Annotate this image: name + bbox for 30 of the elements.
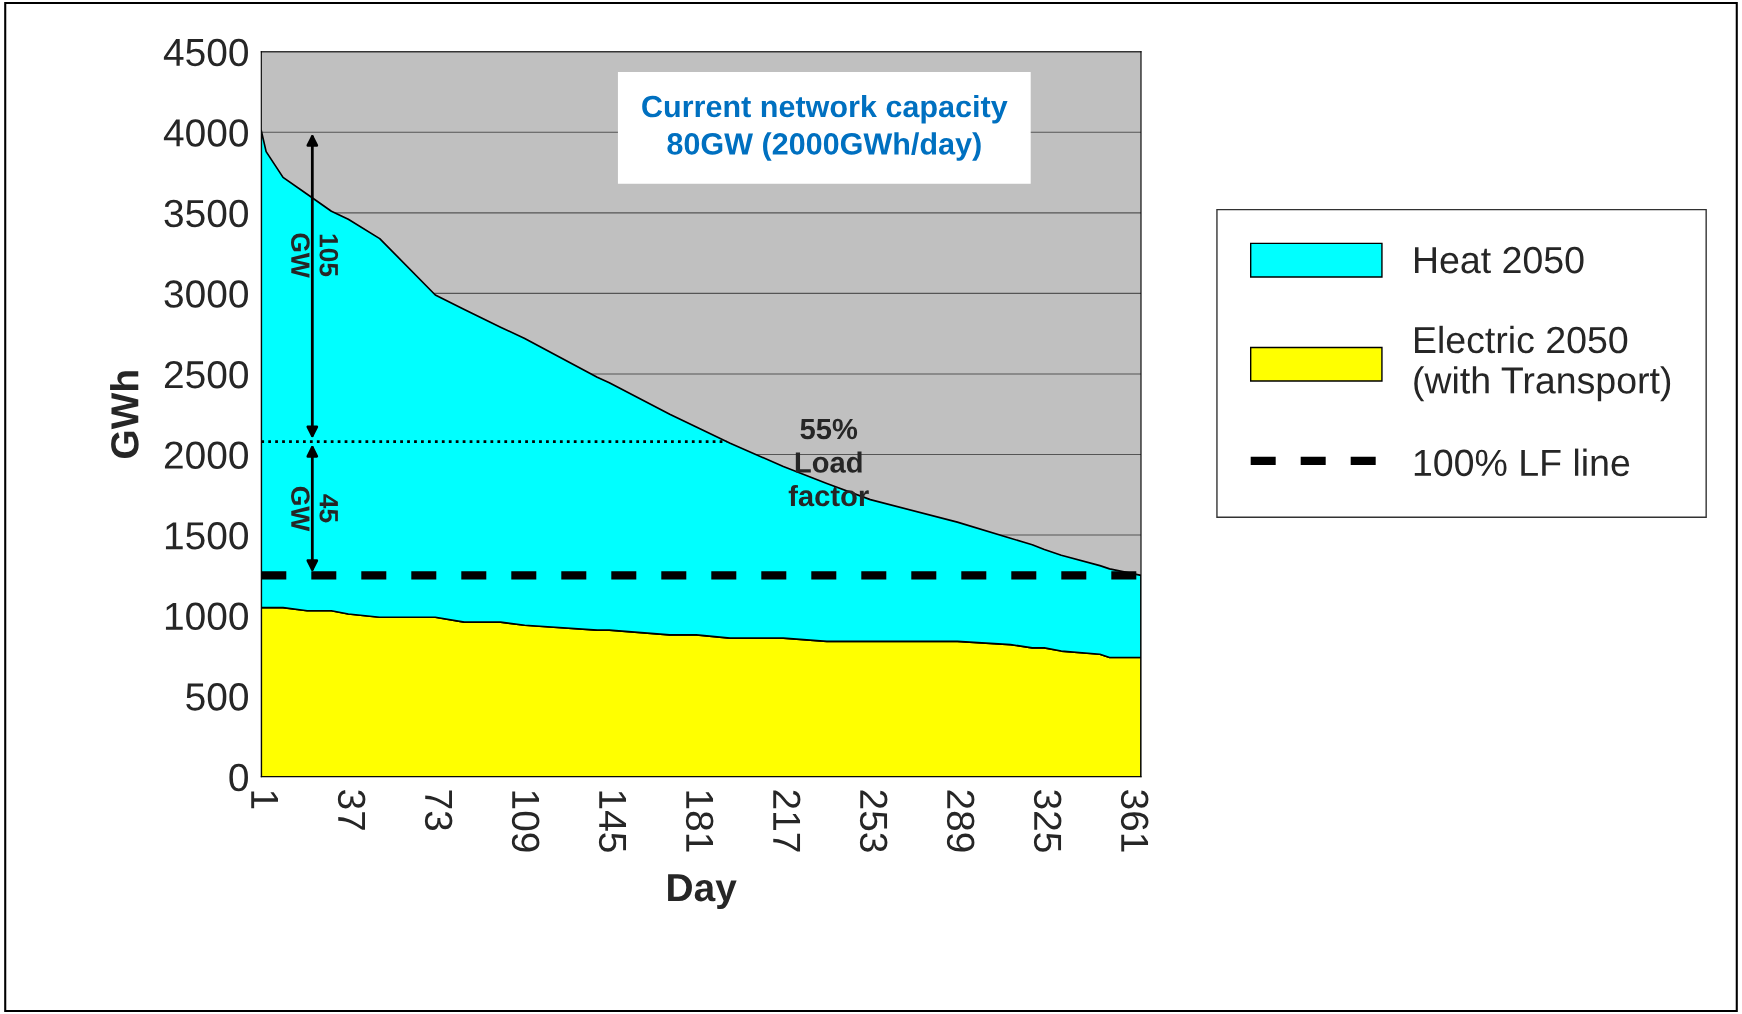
x-tick-label: 253 [859, 790, 888, 852]
y-tick-label: 0 [229, 763, 248, 792]
x-tick-label: 289 [946, 790, 975, 852]
annotation: Current network capacity 80GW (2000GWh/day) [642, 94, 1008, 161]
y-tick-label: 2000 [164, 441, 248, 469]
x-tick-label: 145 [598, 791, 627, 852]
x-tick-label: 217 [773, 790, 801, 852]
x-tick-label: 1 [251, 791, 278, 809]
y-tick-label: 500 [186, 683, 248, 711]
x-tick-label: 37 [337, 790, 366, 830]
y-tick-label: 4000 [163, 119, 248, 147]
annotation: 45 GW [291, 486, 338, 532]
y-tick-label: 1000 [165, 602, 248, 631]
legend-label: Heat 2050 [1415, 246, 1584, 274]
legend-label: 100% LF line [1414, 448, 1630, 477]
y-tick-label: 1500 [165, 521, 248, 550]
x-tick-label: 181 [685, 791, 714, 852]
y-tick-label: 3500 [164, 199, 248, 228]
annotation: 105 GW [291, 233, 339, 278]
x-tick-label: 109 [511, 791, 540, 852]
x-tick-label: 325 [1033, 790, 1062, 852]
annotation: 55% Load factor [788, 418, 869, 507]
y-axis-title: GWh [110, 371, 139, 458]
y-tick-label: 4500 [163, 38, 248, 67]
y-tick-label: 3000 [164, 280, 248, 308]
legend-label: Electric 2050 (with Transport) [1414, 325, 1671, 402]
y-tick-label: 2500 [164, 360, 248, 389]
x-tick-label: 73 [424, 790, 453, 831]
x-tick-label: 361 [1120, 790, 1149, 852]
x-axis-title: Day [668, 874, 737, 910]
